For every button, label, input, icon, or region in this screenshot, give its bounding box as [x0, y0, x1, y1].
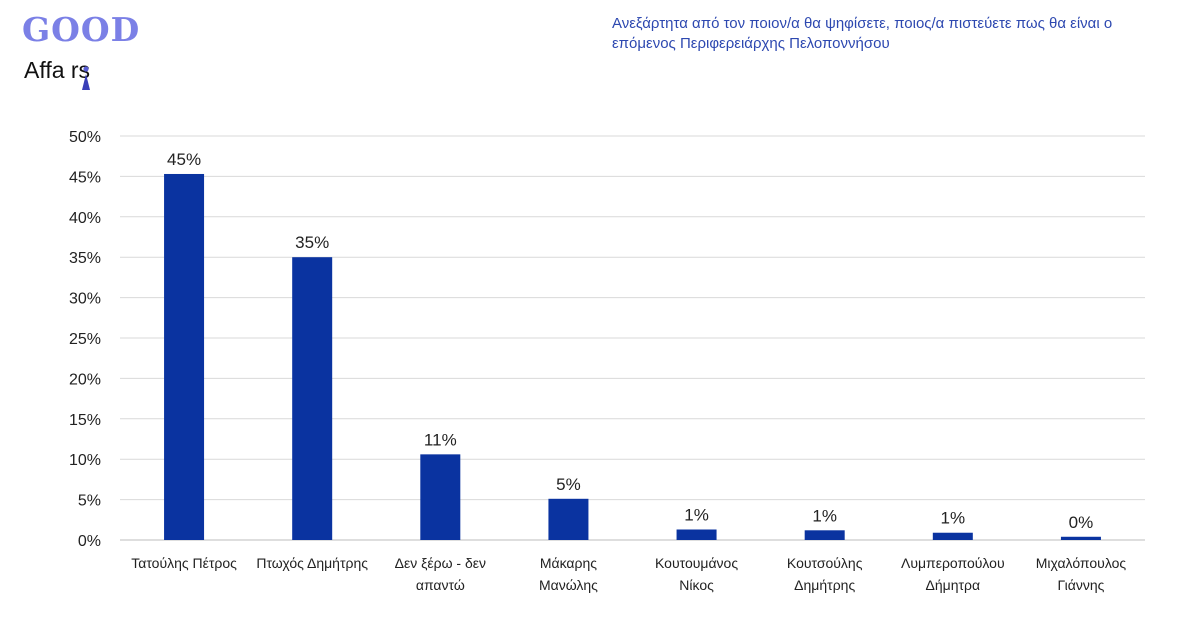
- x-tick-label: Τατούλης Πέτρος: [131, 555, 237, 571]
- data-label: 5%: [556, 475, 581, 494]
- data-label: 0%: [1069, 513, 1094, 532]
- y-tick-label: 50%: [69, 129, 101, 146]
- data-label: 1%: [941, 509, 966, 528]
- data-label: 45%: [167, 150, 201, 169]
- y-tick-label: 40%: [69, 210, 101, 227]
- x-tick-label: Δημήτρης: [794, 577, 855, 593]
- data-label: 1%: [684, 505, 709, 524]
- logo-affairs-text: Affa rs: [24, 57, 91, 83]
- bar: [420, 454, 461, 540]
- x-tick-label: Λυμπεροπούλου: [901, 555, 1005, 571]
- bar: [164, 173, 205, 540]
- y-tick-label: 45%: [69, 169, 101, 186]
- logo-good-text: GOOD: [22, 10, 141, 49]
- bar: [932, 532, 973, 540]
- x-tick-label: Μανώλης: [539, 577, 598, 593]
- x-tick-label: Πτωχός Δημήτρης: [256, 555, 368, 571]
- bar: [292, 257, 333, 540]
- y-tick-label: 35%: [69, 250, 101, 267]
- x-tick-label: Κουτσούλης: [787, 555, 863, 571]
- x-tick-label: Δήμητρα: [926, 577, 981, 593]
- bar: [676, 529, 717, 540]
- x-tick-label: Μάκαρης: [540, 555, 597, 571]
- x-tick-label: απαντώ: [416, 577, 465, 593]
- data-label: 1%: [812, 506, 837, 525]
- x-tick-label: Μιχαλόπουλος: [1036, 555, 1127, 571]
- x-tick-label: Γιάννης: [1058, 577, 1105, 593]
- y-tick-label: 0%: [78, 533, 101, 550]
- logo: GOOD Affa rs: [22, 10, 162, 90]
- data-label: 11%: [424, 430, 457, 449]
- y-tick-label: 20%: [69, 371, 101, 388]
- x-tick-label: Νίκος: [679, 577, 714, 593]
- y-tick-label: 25%: [69, 331, 101, 348]
- bar: [1060, 536, 1101, 540]
- chart-title: Ανεξάρτητα από τον ποιον/α θα ψηφίσετε, …: [612, 15, 1113, 52]
- y-tick-label: 30%: [69, 291, 101, 308]
- logo-pen-icon: [82, 66, 90, 90]
- x-tick-label: Δεν ξέρω - δεν: [395, 555, 486, 571]
- x-tick-label: Κουτουμάνος: [655, 555, 738, 571]
- bar: [804, 530, 845, 540]
- y-tick-label: 10%: [69, 452, 101, 469]
- bar: [548, 498, 589, 540]
- data-label: 35%: [295, 233, 329, 252]
- y-tick-label: 15%: [69, 412, 101, 429]
- y-tick-label: 5%: [78, 493, 101, 510]
